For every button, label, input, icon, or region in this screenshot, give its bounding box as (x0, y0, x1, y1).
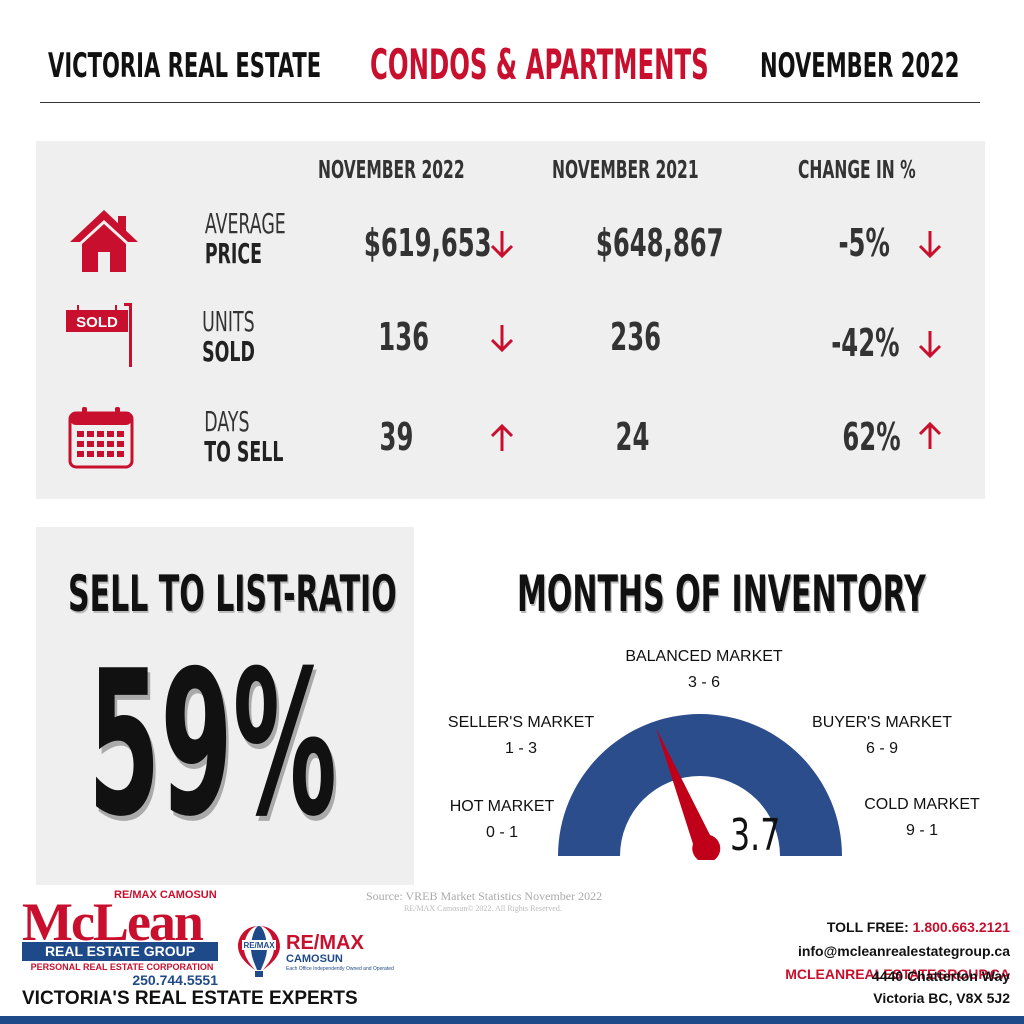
row-label-units-sold: UNITS SOLD (202, 307, 255, 367)
house-icon (70, 210, 138, 272)
days-to-sell-previous: 24 (615, 415, 650, 459)
contact-website[interactable]: MCLEANREALESTATEGROUP.CA (785, 966, 1010, 982)
column-header-previous: NOVEMBER 2021 (552, 155, 699, 184)
row-label-days-to-sell: DAYS TO SELL (204, 407, 283, 467)
remax-wordmark: RE/MAX (286, 932, 364, 954)
row-label-top: UNITS (202, 305, 255, 338)
market-name: COLD MARKET (864, 796, 980, 813)
header-divider (40, 102, 980, 103)
remax-balloon-icon: RE/MAX (238, 926, 280, 977)
copyright-text: RE/MAX Camosun© 2022. All Rights Reserve… (404, 904, 562, 913)
remax-office: CAMOSUN (286, 953, 343, 965)
sold-sign-icon: SOLD (66, 303, 132, 367)
units-sold-current: 136 (378, 315, 430, 359)
market-label-cold: COLD MARKET 9 - 1 (848, 792, 996, 844)
average-price-previous: $648,867 (595, 221, 724, 265)
market-range: 6 - 9 (865, 740, 898, 757)
market-name: BUYER'S MARKET (812, 714, 952, 731)
calendar-icon (68, 407, 134, 469)
market-name: SELLER'S MARKET (447, 714, 595, 731)
market-range: 9 - 1 (905, 822, 938, 839)
brand-corporation: PERSONAL REAL ESTATE CORPORATION (30, 962, 214, 972)
row-label-bottom: SOLD (202, 335, 255, 368)
stats-panel: NOVEMBER 2022 NOVEMBER 2021 CHANGE IN % … (36, 141, 985, 499)
brand-phone: 250.744.5551 (132, 972, 218, 988)
row-label-bottom: TO SELL (204, 435, 284, 468)
market-range: 1 - 3 (504, 740, 537, 757)
sell-to-list-ratio-panel: SELL TO LIST-RATIO 59% (36, 527, 414, 885)
row-label-average-price: AVERAGE PRICE (205, 209, 286, 269)
address-line-2: Victoria BC, V8X 5J2 (873, 990, 1010, 1006)
source-text: Source: VREB Market Statistics November … (366, 889, 603, 903)
market-name: BALANCED MARKET (625, 648, 783, 665)
arrow-down-icon (490, 325, 514, 353)
toll-free-number[interactable]: 1.800.663.2121 (912, 919, 1010, 935)
units-sold-change: -42% (831, 321, 900, 365)
source-note: Source: VREB Market Statistics November … (366, 889, 666, 913)
column-header-change: CHANGE IN % (798, 155, 916, 184)
row-label-top: DAYS (204, 405, 250, 438)
gauge-needle (656, 728, 721, 860)
balloon-text: RE/MAX (243, 941, 275, 950)
ratio-value: 59% (88, 628, 337, 861)
row-label-top: AVERAGE (204, 207, 286, 240)
arrow-down-icon (918, 331, 942, 359)
market-label-hot: HOT MARKET 0 - 1 (420, 794, 584, 846)
gauge-value: 3.7 (730, 810, 780, 860)
header-period-title: NOVEMBER 2022 (760, 46, 960, 86)
row-label-bottom: PRICE (204, 237, 262, 270)
tagline: VICTORIA'S REAL ESTATE EXPERTS (22, 988, 358, 1009)
header: VICTORIA REAL ESTATE CONDOS & APARTMENTS… (0, 0, 1024, 110)
header-region-title: VICTORIA REAL ESTATE (48, 46, 322, 86)
units-sold-previous: 236 (610, 315, 662, 359)
gauge-arc (558, 714, 842, 856)
arrow-down-icon (490, 231, 514, 259)
days-to-sell-current: 39 (379, 415, 414, 459)
market-label-balanced: BALANCED MARKET 3 - 6 (604, 644, 804, 696)
mclean-logo: McLean (22, 892, 204, 952)
market-label-sellers: SELLER'S MARKET 1 - 3 (428, 710, 614, 762)
inventory-gauge: 3.7 (558, 714, 842, 860)
sold-sign-text: SOLD (76, 314, 118, 331)
header-category-title: CONDOS & APARTMENTS (370, 40, 709, 89)
market-label-buyers: BUYER'S MARKET 6 - 9 (792, 710, 972, 762)
average-price-current: $619,653 (363, 221, 492, 265)
arrow-up-icon (490, 423, 514, 451)
days-to-sell-change: 62% (842, 415, 901, 459)
remax-note: Each Office Independently Owned and Oper… (286, 966, 394, 972)
brand-small-text: RE/MAX CAMOSUN (114, 889, 217, 901)
address-line-1: 4440 Chatterton Way (872, 968, 1010, 984)
arrow-up-icon (918, 421, 942, 449)
toll-free-line: TOLL FREE: 1.800.663.2121 (827, 919, 1010, 935)
toll-free-label: TOLL FREE: (826, 919, 909, 935)
market-range: 3 - 6 (687, 674, 720, 691)
market-range: 0 - 1 (485, 824, 518, 841)
brand-group-bar: REAL ESTATE GROUP (22, 942, 218, 961)
inventory-title: MONTHS OF INVENTORY (517, 565, 926, 623)
column-header-current: NOVEMBER 2022 (318, 155, 465, 184)
market-name: HOT MARKET (449, 798, 555, 815)
ratio-title: SELL TO LIST-RATIO (68, 565, 397, 623)
footer-bar (0, 1016, 1024, 1024)
average-price-change: -5% (838, 221, 890, 265)
contact-email[interactable]: info@mcleanrealestategroup.ca (797, 943, 1010, 959)
arrow-down-icon (918, 231, 942, 259)
